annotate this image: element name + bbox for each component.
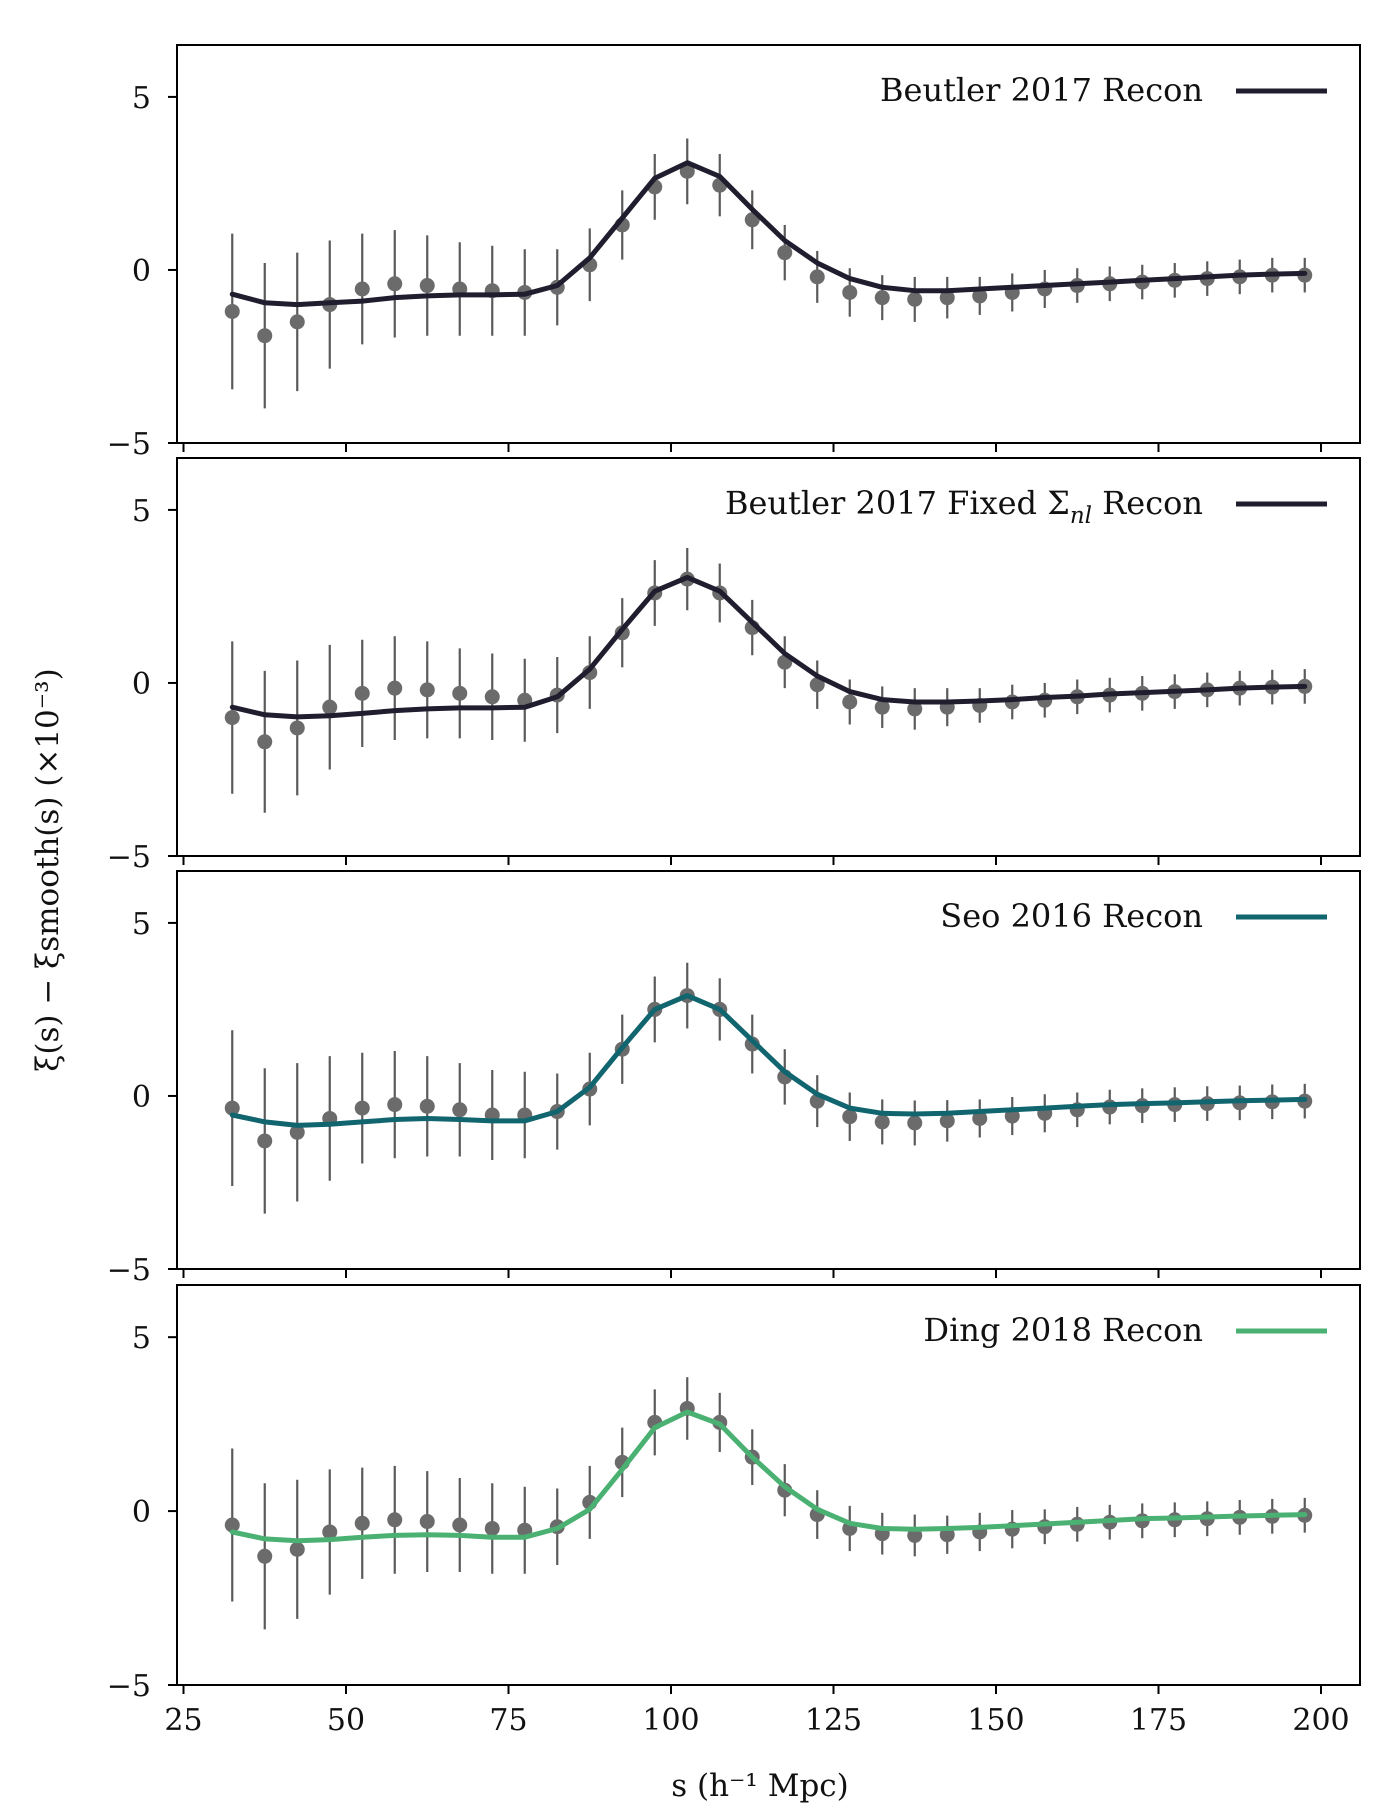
data-point — [387, 276, 403, 292]
y-tick-label: 0 — [132, 667, 151, 702]
x-tick-label: 150 — [967, 1703, 1024, 1738]
x-tick-label: 175 — [1130, 1703, 1187, 1738]
data-point — [224, 303, 240, 319]
y-tick-label: 5 — [132, 494, 151, 529]
x-tick-label: 75 — [489, 1703, 527, 1738]
data-point — [419, 1514, 435, 1530]
y-axis-label: ξ(s) − ξsmooth(s) (×10⁻³) — [30, 668, 66, 1071]
data-point — [484, 689, 500, 705]
legend-label: Ding 2018 Recon — [923, 1311, 1203, 1349]
plot-frame — [176, 870, 1361, 1270]
panel-2: −5 0 5 Beutler 2017 Fixed Σnl Recon — [107, 457, 1361, 875]
data-point — [387, 1097, 403, 1113]
model-line — [229, 993, 1308, 1128]
data-point — [777, 245, 793, 261]
data-point — [419, 1098, 435, 1114]
data-point — [874, 290, 890, 306]
x-tick-label: 125 — [805, 1703, 862, 1738]
data-point — [939, 1113, 955, 1129]
legend-label-part: Beutler 2017 Fixed Σ — [725, 484, 1070, 522]
data-point — [289, 720, 305, 736]
data-point — [224, 710, 240, 726]
data-point — [387, 1512, 403, 1528]
y-tick-label: 5 — [132, 1321, 151, 1356]
data-point — [484, 1520, 500, 1536]
data-point — [224, 1517, 240, 1533]
legend-label: Beutler 2017 Recon — [880, 71, 1203, 109]
data-point — [419, 682, 435, 698]
model-line — [229, 574, 1308, 720]
legend-label-subscript: nl — [1070, 503, 1092, 529]
data-point — [224, 1100, 240, 1116]
data-point — [972, 288, 988, 304]
data-point — [354, 1100, 370, 1116]
plot-frame — [176, 44, 1361, 444]
data-point — [257, 328, 273, 344]
data-point — [582, 665, 598, 681]
data-point — [387, 680, 403, 696]
data-point — [842, 694, 858, 710]
x-tick-label: 100 — [642, 1703, 699, 1738]
data-point — [257, 734, 273, 750]
y-tick-label: −5 — [107, 840, 151, 875]
panel-3: −5 0 5 Seo 2016 Recon — [107, 870, 1361, 1288]
data-point — [809, 677, 825, 693]
y-tick-label: 0 — [132, 254, 151, 289]
x-axis-label: s (h⁻¹ Mpc) — [671, 1768, 849, 1804]
y-tick-label: −5 — [107, 1253, 151, 1288]
data-point — [972, 1110, 988, 1126]
data-point — [354, 281, 370, 297]
data-point — [452, 1517, 468, 1533]
data-point — [809, 269, 825, 285]
plot-frame — [176, 1284, 1361, 1686]
x-tick-label: 25 — [164, 1703, 202, 1738]
data-point — [874, 699, 890, 715]
data-point — [289, 1541, 305, 1557]
data-point — [452, 685, 468, 701]
data-point — [289, 314, 305, 330]
panel-4: −5 0 5 25 50 75 100 125 150 175 200 Ding 2018 Recon — [107, 1284, 1361, 1738]
data-point — [907, 291, 923, 307]
y-tick-label: 0 — [132, 1495, 151, 1530]
panel-1: −5 0 5 Beutler 2017 Recon — [107, 44, 1361, 462]
y-tick-label: 5 — [132, 81, 151, 116]
legend-label: Beutler 2017 Fixed Σnl Recon — [725, 484, 1203, 529]
legend-label-part: Recon — [1092, 484, 1203, 522]
data-point — [354, 685, 370, 701]
y-tick-label: 5 — [132, 907, 151, 942]
data-point — [354, 1515, 370, 1531]
data-point — [874, 1114, 890, 1130]
plot-frame — [176, 457, 1361, 857]
data-point — [289, 1124, 305, 1140]
data-point — [322, 699, 338, 715]
data-point — [257, 1133, 273, 1149]
data-point — [907, 701, 923, 717]
data-point — [452, 1102, 468, 1118]
model-line — [229, 1409, 1308, 1544]
y-tick-label: −5 — [107, 1669, 151, 1704]
data-point — [322, 1524, 338, 1540]
data-point — [257, 1548, 273, 1564]
data-point — [679, 163, 695, 179]
y-tick-label: −5 — [107, 427, 151, 462]
data-point — [842, 284, 858, 300]
data-point — [842, 1109, 858, 1125]
model-line — [229, 160, 1308, 308]
data-point — [939, 290, 955, 306]
data-point — [419, 278, 435, 294]
data-point — [907, 1115, 923, 1131]
data-point — [907, 1527, 923, 1543]
x-tick-label: 50 — [327, 1703, 365, 1738]
y-tick-label: 0 — [132, 1080, 151, 1115]
x-tick-label: 200 — [1292, 1703, 1349, 1738]
legend-label: Seo 2016 Recon — [940, 897, 1203, 935]
